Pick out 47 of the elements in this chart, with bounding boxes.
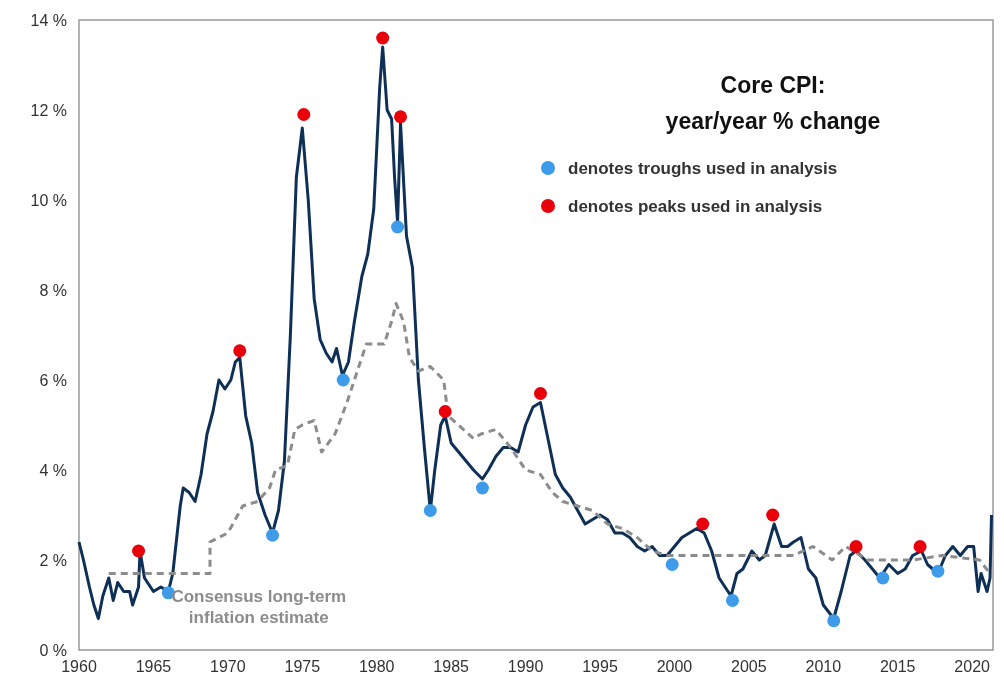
x-tick-label: 1990 [507, 658, 544, 675]
y-tick-label: 12 % [30, 101, 67, 119]
x-tick-label: 1995 [582, 658, 618, 675]
y-tick-label: 2 % [39, 551, 67, 569]
x-tick-label: 2005 [731, 658, 767, 675]
x-tick-label: 2015 [879, 658, 916, 675]
point [132, 544, 146, 558]
y-tick-label: 14 % [30, 11, 67, 29]
point [376, 31, 390, 45]
y-tick-label: 4 % [39, 461, 67, 479]
legend-label: denotes peaks used in analysis [568, 196, 823, 216]
line-series [107, 302, 992, 575]
point [849, 540, 863, 553]
point [233, 344, 247, 358]
point [827, 614, 841, 628]
x-tick-label: 1985 [433, 658, 470, 675]
point [336, 373, 350, 387]
legend-label: denotes troughs used in analysis [568, 158, 838, 178]
series-label: Consensus long-term inflation estimate [171, 586, 347, 627]
point [438, 405, 452, 418]
y-tick-label: 10 % [30, 191, 67, 209]
x-tick-label: 2020 [954, 658, 991, 675]
point [394, 110, 408, 124]
x-tick-label: 1965 [135, 658, 172, 675]
x-tick-label: 1980 [358, 658, 395, 675]
point [665, 558, 679, 571]
point [391, 220, 405, 234]
point [266, 528, 280, 542]
point [475, 481, 489, 495]
x-tick-label: 1975 [284, 658, 321, 675]
point [766, 508, 780, 522]
text: Core CPI: year/year % change [665, 72, 881, 134]
x-tick-label: 2000 [656, 658, 693, 675]
y-tick-label: 8 % [39, 281, 67, 299]
point [876, 571, 890, 585]
y-tick-label: 0 % [39, 641, 67, 659]
point [533, 387, 547, 400]
x-tick-label: 1960 [61, 658, 97, 675]
point [913, 540, 927, 553]
y-tick-label: 6 % [39, 371, 67, 389]
point [423, 504, 437, 517]
x-tick-label: 2010 [805, 658, 842, 675]
x-tick-label: 1970 [210, 658, 246, 675]
point [931, 564, 945, 578]
point [297, 108, 311, 121]
point [726, 594, 739, 607]
point [696, 517, 710, 531]
